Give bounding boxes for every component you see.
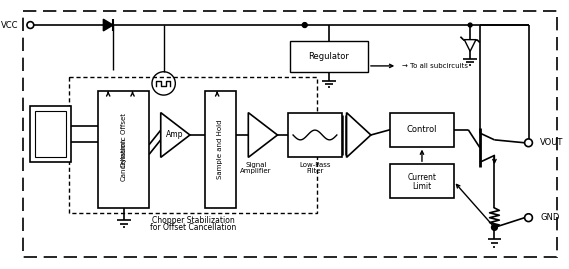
Text: Low-Pass: Low-Pass [299,162,331,168]
Text: Chopper Stabilization: Chopper Stabilization [152,216,234,225]
Circle shape [492,225,497,230]
Text: for Offset Cancellation: for Offset Cancellation [150,223,237,232]
Bar [204,91,236,208]
Polygon shape [104,19,113,31]
Polygon shape [347,113,371,157]
Text: Cancellation: Cancellation [121,138,127,181]
Bar [390,113,453,147]
Circle shape [468,23,472,27]
Text: Sample and Hold: Sample and Hold [217,120,223,179]
Text: Dynamic Offset: Dynamic Offset [121,113,127,167]
Text: → To all subcircuits: → To all subcircuits [402,63,468,69]
Bar [288,113,342,157]
Bar [98,91,149,208]
Text: Regulator: Regulator [308,52,349,61]
Bar [69,77,318,213]
Bar [390,164,453,198]
Text: Current: Current [407,173,436,182]
Text: Control: Control [407,125,437,134]
Text: VCC: VCC [1,20,19,30]
Polygon shape [248,113,278,157]
Bar [35,111,67,157]
Circle shape [302,23,307,27]
Text: VOUT: VOUT [540,138,563,147]
Text: Filter: Filter [306,168,324,174]
Text: GND: GND [540,213,559,222]
Bar [290,41,368,72]
Text: Amp: Amp [166,130,183,140]
Text: Amplifier: Amplifier [240,168,272,174]
Polygon shape [160,113,190,157]
Bar [30,106,71,162]
Polygon shape [464,40,476,51]
Text: Signal: Signal [245,162,267,168]
Text: Limit: Limit [413,182,432,190]
